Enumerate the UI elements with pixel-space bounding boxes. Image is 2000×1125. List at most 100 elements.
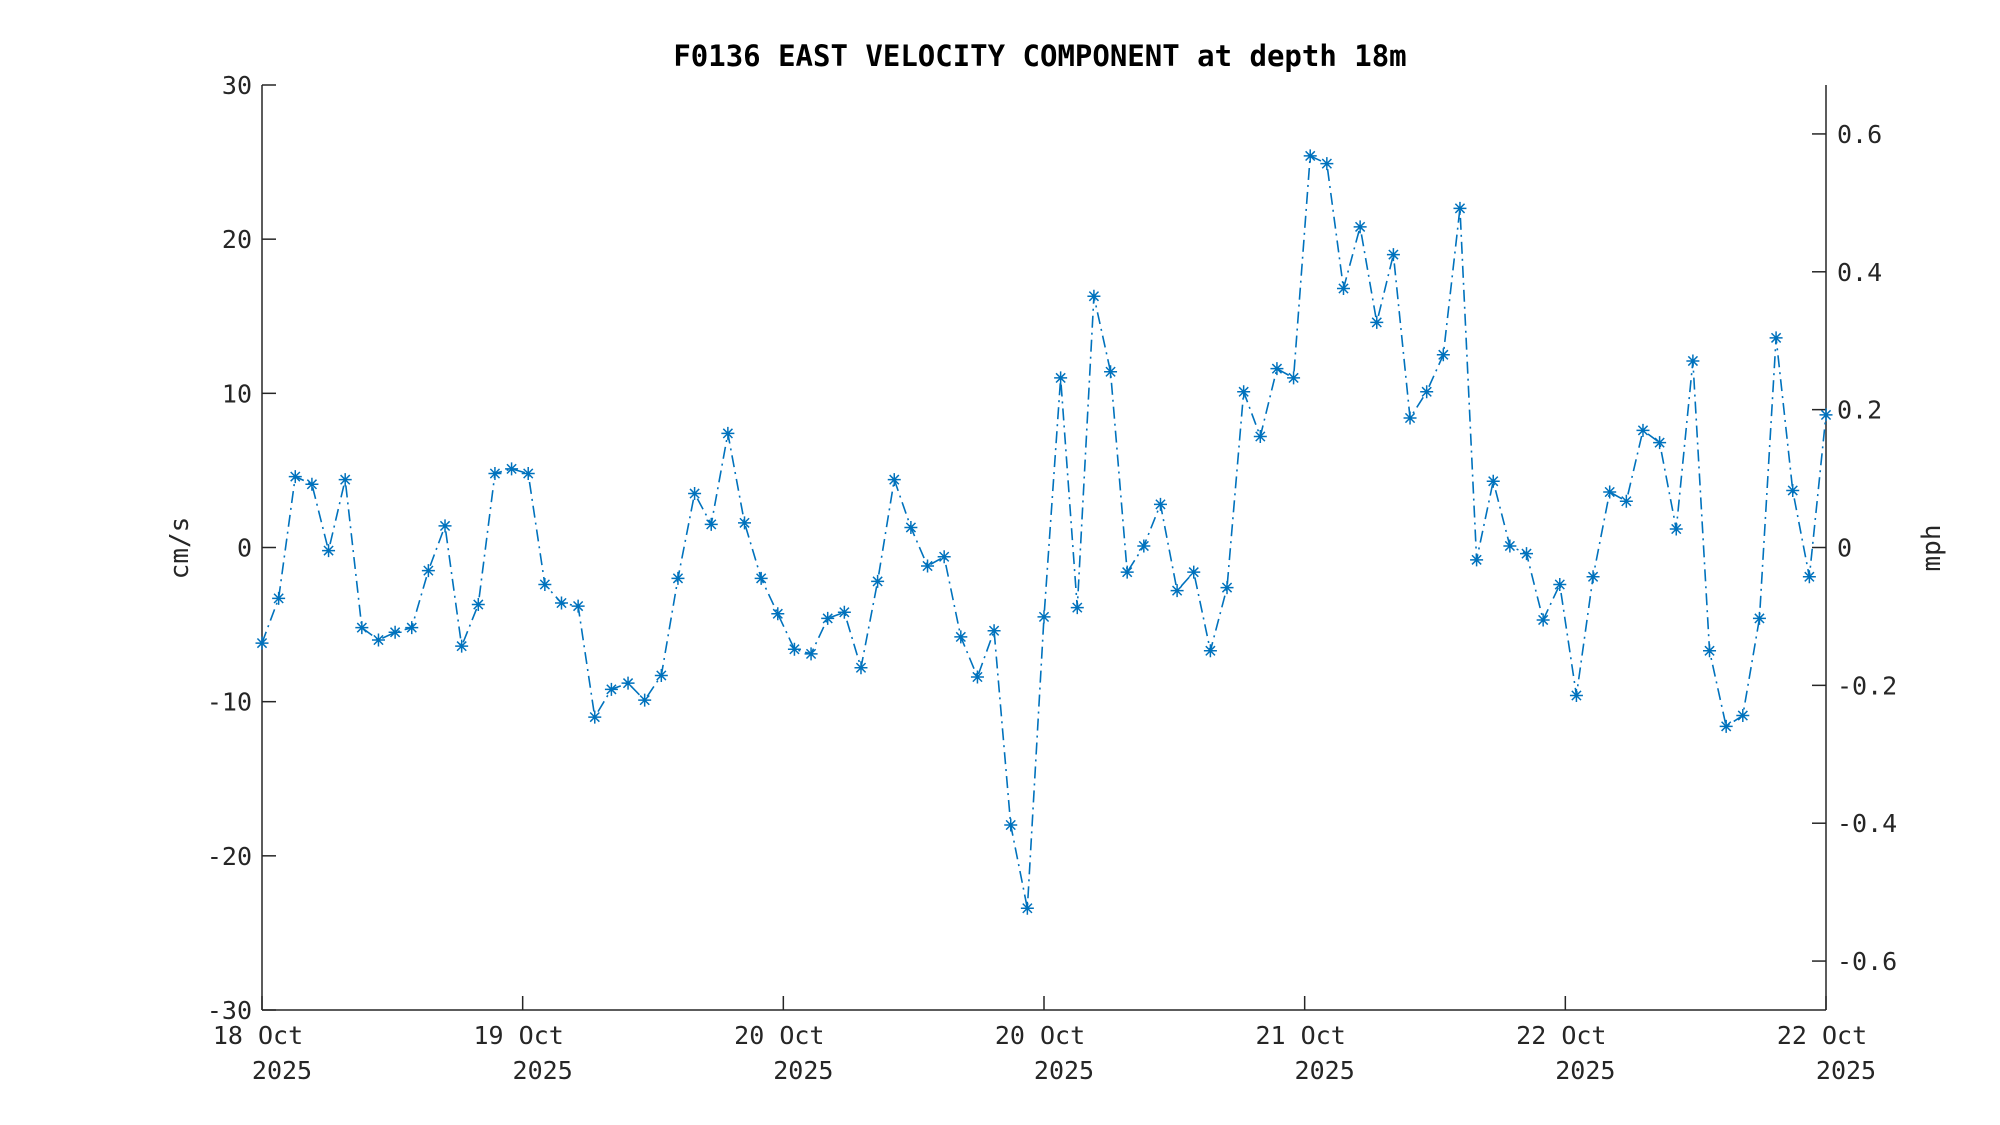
data-point-marker bbox=[1187, 565, 1201, 579]
x-tick-label-year: 2025 bbox=[513, 1056, 573, 1085]
data-point-marker bbox=[1320, 157, 1334, 171]
data-point-marker bbox=[322, 544, 336, 558]
data-point-marker bbox=[638, 693, 652, 707]
data-point-marker bbox=[338, 473, 352, 487]
data-point-marker bbox=[1586, 570, 1600, 584]
data-point-marker bbox=[954, 630, 968, 644]
y-tick-label-left: 10 bbox=[222, 379, 252, 408]
data-point-marker bbox=[1054, 371, 1068, 385]
data-point-marker bbox=[1020, 901, 1034, 915]
data-point-marker bbox=[571, 599, 585, 613]
data-point-marker bbox=[921, 559, 935, 573]
data-point-marker bbox=[1653, 436, 1667, 450]
data-point-marker bbox=[754, 571, 768, 585]
data-point-marker bbox=[1569, 689, 1583, 702]
y-tick-label-left: 30 bbox=[222, 71, 252, 100]
data-point-marker bbox=[305, 477, 319, 491]
data-point-marker bbox=[1819, 408, 1833, 422]
data-point-marker bbox=[854, 661, 868, 675]
y-tick-label-right: -0.6 bbox=[1837, 947, 1897, 976]
y-axis-label-left: cm/s bbox=[165, 517, 195, 580]
data-point-marker bbox=[887, 473, 901, 487]
data-point-marker bbox=[1403, 411, 1417, 425]
data-point-marker bbox=[1120, 565, 1134, 579]
series-line bbox=[261, 154, 1827, 909]
data-point-marker bbox=[554, 596, 568, 610]
y-tick-label-left: -20 bbox=[207, 842, 252, 871]
data-point-marker bbox=[471, 598, 485, 612]
x-tick-label-year: 2025 bbox=[1816, 1056, 1876, 1085]
axes: -30 -20 -10 0 10 20 30 -0.6 -0.4 -0.2 0 0.2 0.4 0.6 18… bbox=[207, 71, 1897, 1085]
y-tick-label-left: 20 bbox=[222, 225, 252, 254]
x-tick-label-day: 20 Oct bbox=[734, 1021, 824, 1050]
data-point-marker bbox=[1786, 483, 1800, 497]
x-tick-label-year: 2025 bbox=[773, 1056, 833, 1085]
data-point-marker bbox=[288, 470, 302, 484]
data-point-marker bbox=[1287, 371, 1301, 385]
x-tick-label-day: 19 Oct bbox=[474, 1021, 564, 1050]
data-point-marker bbox=[1370, 315, 1384, 329]
data-point-marker bbox=[1503, 539, 1517, 553]
x-tick-label-year: 2025 bbox=[1034, 1056, 1094, 1085]
data-point-marker bbox=[987, 624, 1001, 638]
data-point-marker bbox=[1070, 601, 1084, 615]
data-point-marker bbox=[1553, 578, 1567, 591]
data-point-marker bbox=[1004, 818, 1018, 832]
data-point-marker bbox=[355, 621, 369, 635]
chart-title: F0136 EAST VELOCITY COMPONENT at depth 1… bbox=[673, 39, 1406, 73]
y-tick-label-left: -10 bbox=[207, 688, 252, 717]
data-point-marker bbox=[1303, 149, 1317, 163]
y-tick-label-right: -0.4 bbox=[1837, 809, 1897, 838]
data-point-marker bbox=[421, 564, 435, 578]
data-point-marker bbox=[821, 611, 835, 625]
data-point-marker bbox=[388, 625, 402, 639]
data-point-marker bbox=[738, 516, 752, 530]
data-point-marker bbox=[255, 636, 269, 650]
data-point-marker bbox=[654, 668, 668, 682]
data-point-marker bbox=[438, 519, 452, 533]
data-point-marker bbox=[405, 621, 419, 635]
data-point-marker bbox=[1203, 644, 1217, 658]
data-point-marker bbox=[804, 647, 818, 661]
x-tick-label-day: 22 Oct bbox=[1777, 1021, 1867, 1050]
data-point-marker bbox=[1802, 570, 1816, 584]
data-point-marker bbox=[621, 676, 635, 690]
data-point-marker bbox=[604, 682, 618, 696]
x-tick-label-day: 18 Oct bbox=[213, 1021, 303, 1050]
data-point-marker bbox=[1470, 553, 1484, 567]
data-point-marker bbox=[455, 639, 469, 653]
x-tick-label-year: 2025 bbox=[1555, 1056, 1615, 1085]
data-point-marker bbox=[1769, 331, 1783, 345]
data-point-marker bbox=[1453, 201, 1467, 215]
data-point-marker bbox=[1270, 362, 1284, 376]
data-point-marker bbox=[1153, 497, 1167, 511]
series-line-group bbox=[261, 154, 1827, 909]
data-point-marker bbox=[1603, 485, 1617, 499]
y-tick-label-right: 0 bbox=[1837, 534, 1852, 563]
data-point-marker bbox=[1669, 522, 1683, 536]
data-point-marker bbox=[704, 517, 718, 531]
data-point-marker bbox=[272, 591, 286, 605]
data-point-marker bbox=[787, 642, 801, 656]
data-point-marker bbox=[1752, 611, 1766, 625]
data-point-marker bbox=[1170, 584, 1184, 598]
data-point-marker bbox=[837, 605, 851, 619]
data-point-marker bbox=[1104, 365, 1118, 379]
x-tick-label-day: 21 Oct bbox=[1256, 1021, 1346, 1050]
y-tick-label-right: -0.2 bbox=[1837, 671, 1897, 700]
data-point-marker bbox=[1220, 581, 1234, 595]
data-point-marker bbox=[1386, 248, 1400, 262]
data-point-marker bbox=[1336, 282, 1350, 295]
data-point-marker bbox=[970, 670, 984, 684]
y-tick-label-right: 0.2 bbox=[1837, 396, 1882, 425]
y-tick-label-right: 0.4 bbox=[1837, 258, 1882, 287]
data-point-marker bbox=[588, 710, 602, 724]
data-point-marker bbox=[1486, 474, 1500, 488]
x-tick-label-day: 22 Oct bbox=[1516, 1021, 1606, 1050]
data-point-marker bbox=[1686, 354, 1700, 368]
data-point-marker bbox=[505, 462, 519, 476]
data-point-marker bbox=[488, 467, 502, 480]
data-point-marker bbox=[1536, 613, 1550, 627]
data-point-marker bbox=[1719, 719, 1733, 733]
